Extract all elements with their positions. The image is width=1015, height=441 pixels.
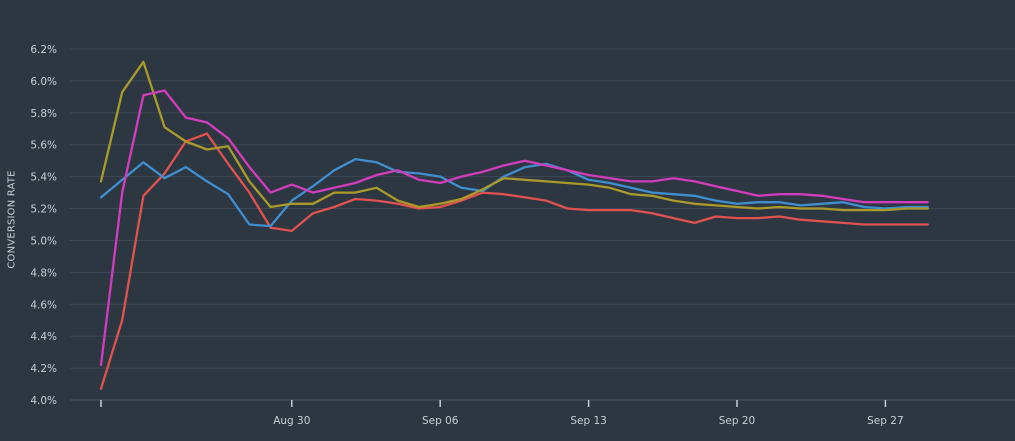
x-tick-label: Sep 27 xyxy=(867,415,904,427)
x-tick-label: Aug 30 xyxy=(273,415,310,427)
x-tick-label: Sep 13 xyxy=(570,415,607,427)
y-tick-label: 4.8% xyxy=(30,267,57,279)
x-tick-label: Sep 20 xyxy=(719,415,756,427)
series-lines xyxy=(99,60,929,390)
y-tick-label: 5.6% xyxy=(30,140,57,152)
y-axis-ticks: 4.0% 4.2% 4.4% 4.6% 4.8% 5.0% 5.2% 5.4% 5.6% 5.8%… xyxy=(30,44,57,407)
series-line-4 xyxy=(99,89,929,367)
y-axis-label: CONVERSION RATE xyxy=(6,170,18,269)
x-tick-label: Sep 06 xyxy=(422,415,459,427)
y-tick-label: 5.8% xyxy=(30,108,57,120)
y-tick-label: 6.0% xyxy=(30,76,57,88)
y-tick-label: 6.2% xyxy=(30,44,57,56)
y-tick-label: 4.6% xyxy=(30,299,57,311)
y-tick-label: 5.2% xyxy=(30,204,57,216)
y-tick-label: 4.0% xyxy=(30,395,57,407)
y-tick-label: 4.4% xyxy=(30,331,57,343)
series-line-2 xyxy=(99,157,929,228)
series-line-3 xyxy=(99,60,929,212)
y-tick-label: 4.2% xyxy=(30,363,57,375)
series-line-1 xyxy=(99,132,929,390)
y-tick-label: 5.4% xyxy=(30,172,57,184)
y-tick-label: 5.0% xyxy=(30,235,57,247)
gridlines xyxy=(70,48,1015,369)
x-axis: Aug 30 Sep 06 Sep 13 Sep 20 Sep 27 xyxy=(70,399,1015,427)
